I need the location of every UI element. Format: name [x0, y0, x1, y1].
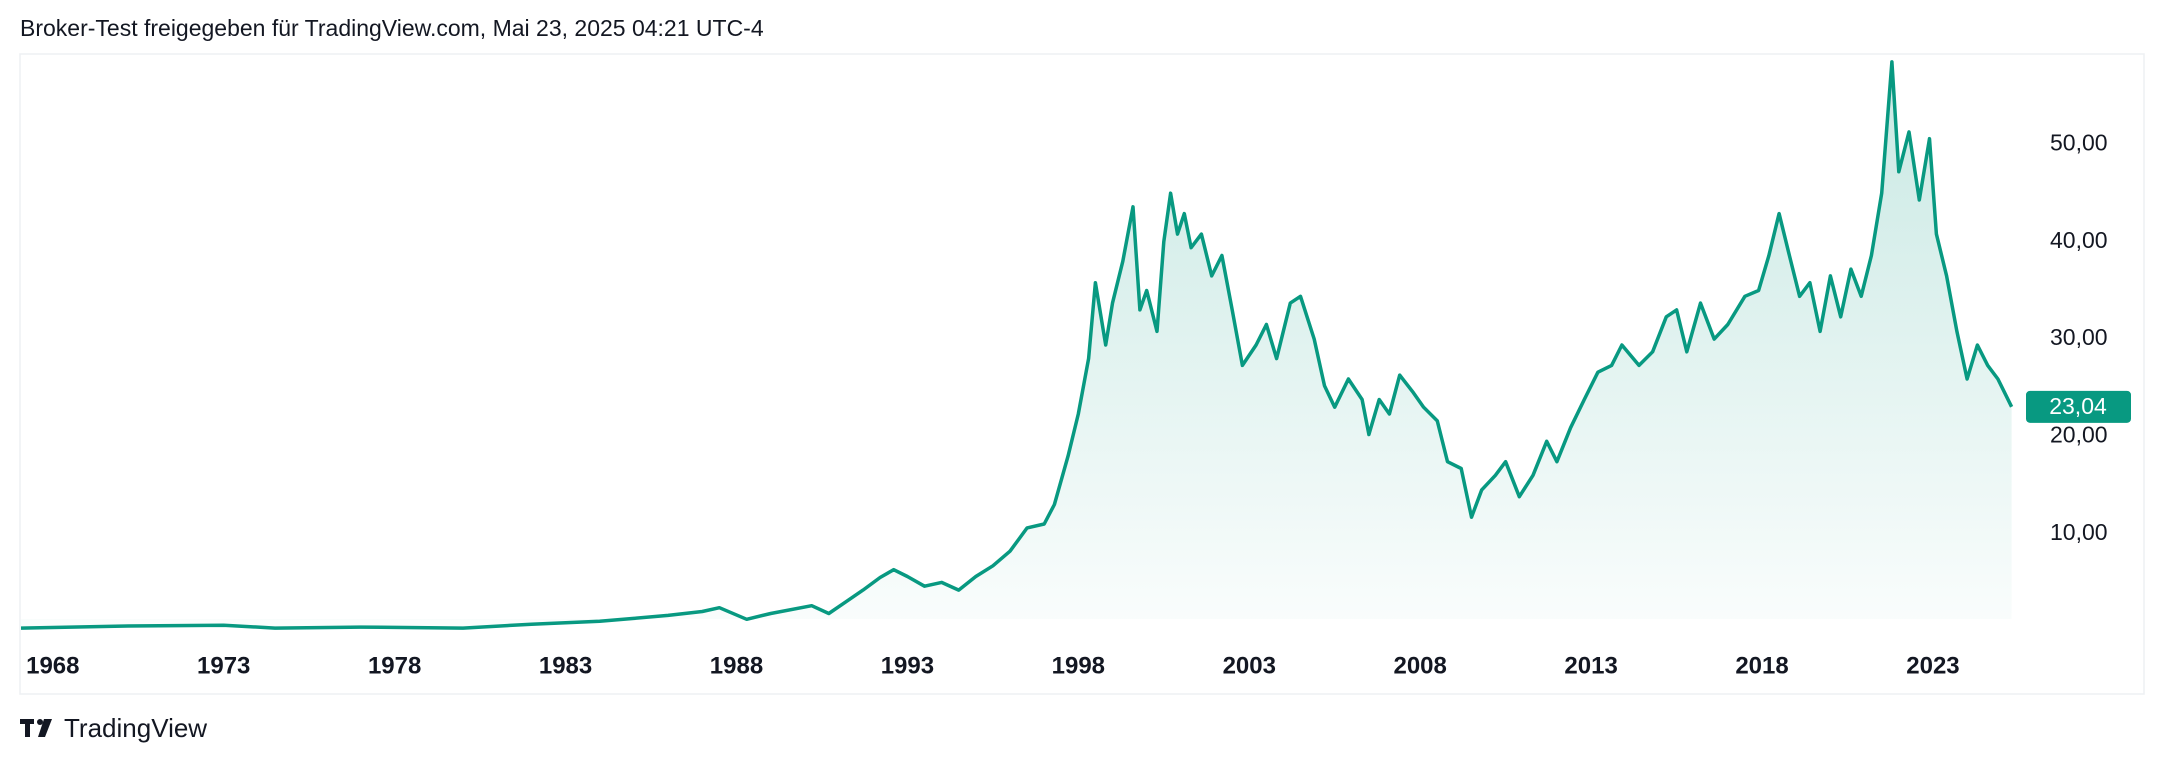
brand: TradingView — [64, 713, 207, 743]
x-tick-label: 1978 — [368, 652, 421, 679]
y-tick-label: 30,00 — [2050, 324, 2108, 350]
x-tick-label: 2008 — [1393, 652, 1446, 679]
y-tick-label: 20,00 — [2050, 422, 2108, 448]
x-tick-label: 1993 — [881, 652, 934, 679]
y-tick-label: 10,00 — [2050, 519, 2108, 545]
x-tick-label: 1983 — [539, 652, 592, 679]
logo — [20, 719, 52, 737]
x-tick-label: 2018 — [1735, 652, 1788, 679]
x-tick-label: 2023 — [1906, 652, 1959, 679]
x-tick-label: 2013 — [1564, 652, 1617, 679]
y-tick-label: 50,00 — [2050, 130, 2108, 156]
x-tick-label: 1988 — [710, 652, 763, 679]
header: Broker-Test freigegeben für TradingView.… — [20, 15, 764, 41]
plot-frame — [19, 53, 2145, 695]
x-tick-label: 1968 — [26, 652, 79, 679]
x-tick-label: 2003 — [1223, 652, 1276, 679]
x-tick-label: 1973 — [197, 652, 250, 679]
y-tick-label: 40,00 — [2050, 227, 2108, 253]
last-price-badge — [2026, 390, 2131, 423]
x-tick-label: 1998 — [1052, 652, 1105, 679]
price-line — [20, 60, 2014, 630]
last-price-label: 23,04 — [2049, 393, 2107, 419]
